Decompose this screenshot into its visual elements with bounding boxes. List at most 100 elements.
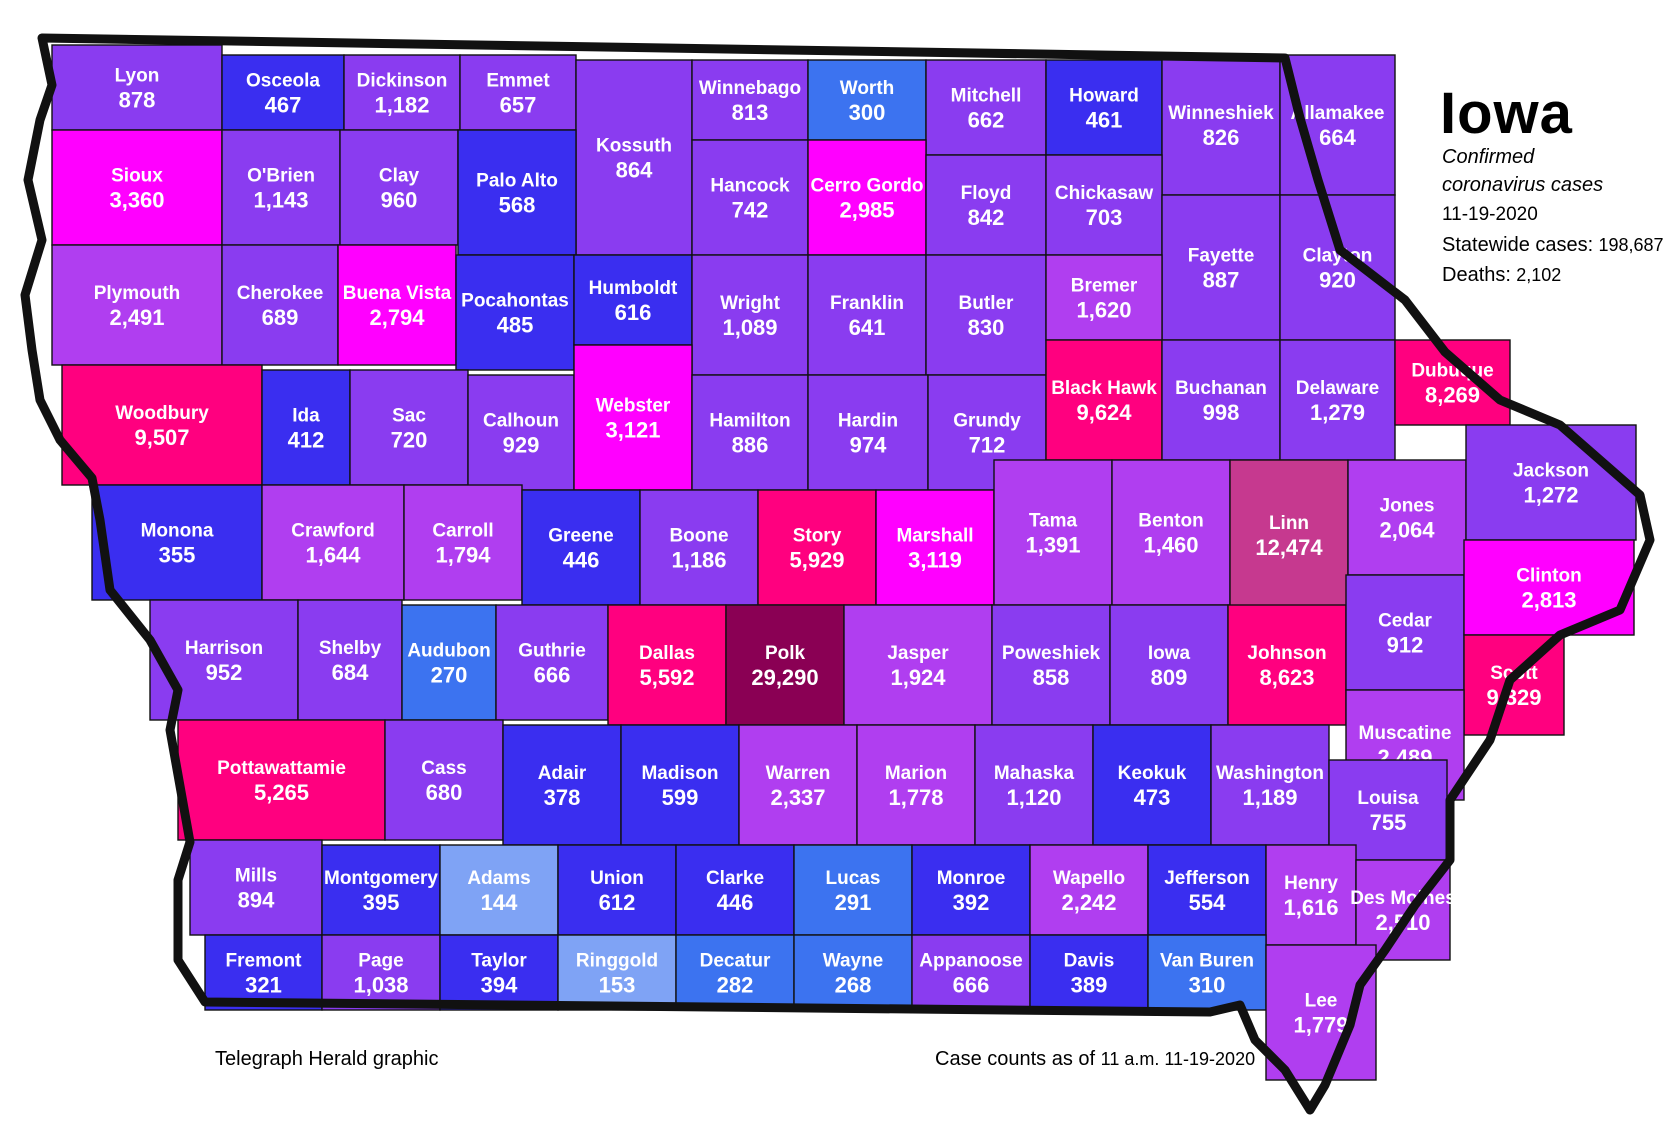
county-name: Jackson [1513,461,1589,482]
county-name: Lucas [826,868,881,889]
county-case-count: 461 [1086,108,1123,133]
county-name: Buchanan [1175,378,1267,399]
county-case-count: 8,269 [1425,383,1480,408]
county-name: Sac [392,406,426,427]
county-case-count: 599 [662,785,699,810]
county-case-count: 680 [426,780,463,805]
county-shape [974,724,1094,846]
county-case-count: 960 [381,188,418,213]
county-case-count: 568 [499,193,536,218]
county-shape [1147,844,1267,936]
county-name: Calhoun [483,411,559,432]
county-case-count: 270 [431,663,468,688]
county-name: Louisa [1357,788,1419,809]
county-shape [639,489,759,606]
county-shape [991,604,1111,726]
county-name: Fayette [1188,246,1255,267]
county-case-count: 826 [1203,125,1240,150]
county-case-count: 886 [732,433,769,458]
county-case-count: 809 [1151,665,1188,690]
county-case-count: 1,620 [1076,298,1131,323]
county-name: Clarke [706,868,764,889]
county-name: Chickasaw [1055,183,1153,204]
county-name: Kossuth [596,136,672,157]
county-shape [221,129,341,246]
subtitle-line-1: Confirmed [1442,146,1535,168]
county-name: Tama [1029,511,1078,532]
county-case-count: 446 [717,890,754,915]
county-case-count: 1,391 [1025,533,1080,558]
county-name: Cerro Gordo [811,176,924,197]
asof-label: Case counts as of [935,1048,1096,1070]
county-name: Bremer [1071,276,1138,297]
county-layer: Lyon878Osceola467Dickinson1,182Emmet657K… [51,44,1637,1081]
county-case-count: 830 [968,315,1005,340]
county-case-count: 378 [544,785,581,810]
county-name: Dickinson [357,71,448,92]
county-case-count: 554 [1189,890,1226,915]
county-case-count: 666 [953,973,990,998]
county-name: Woodbury [115,403,209,424]
county-name: Worth [840,78,895,99]
county-case-count: 1,460 [1143,533,1198,558]
county-case-count: 5,265 [254,780,309,805]
county-name: Clinton [1516,566,1581,587]
county-shape [691,59,809,141]
county-shape [455,254,575,371]
county-case-count: 1,778 [888,785,943,810]
county-case-count: 467 [265,93,302,118]
county-name: Lee [1305,991,1338,1012]
county-name: Webster [596,396,671,417]
county-shape [1345,574,1465,691]
county-name: Wapello [1053,868,1125,889]
county-name: Story [793,526,842,547]
county-case-count: 952 [206,660,243,685]
county-shape [221,244,339,366]
county-case-count: 712 [969,433,1006,458]
county-name: Keokuk [1118,763,1187,784]
county-shape [502,724,622,846]
county-name: Floyd [961,183,1012,204]
state-outline [20,33,1655,1115]
county-case-count: 1,794 [435,543,491,568]
county-name: Montgomery [324,868,438,889]
county-shape [261,484,405,601]
county-case-count: 412 [288,428,325,453]
county-name: Mitchell [951,86,1022,107]
county-shape [521,489,641,606]
county-name: Ida [292,406,320,427]
county-case-count: 3,121 [605,418,660,443]
county-case-count: 929 [503,433,540,458]
county-name: Johnson [1247,643,1326,664]
county-name: Grundy [953,411,1021,432]
county-case-count: 2,985 [839,198,894,223]
county-name: Butler [959,293,1015,314]
county-case-count: 684 [332,660,369,685]
county-shape [1279,339,1396,461]
asof-value: 11 a.m. 11-19-2020 [1100,1049,1256,1069]
county-case-count: 394 [481,973,518,998]
county-shape [691,254,809,376]
county-case-count: 742 [732,198,769,223]
